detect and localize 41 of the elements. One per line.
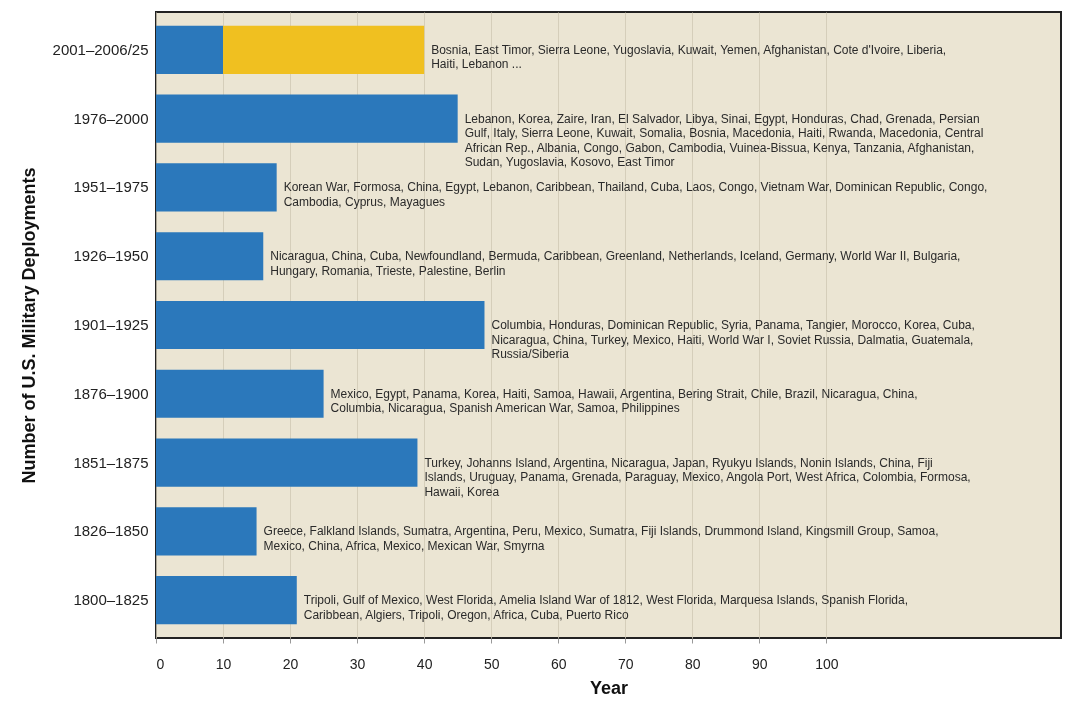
- bar: [156, 94, 458, 143]
- y-tick-label: 1800–1825: [73, 591, 149, 609]
- x-tick-label: 70: [617, 655, 634, 672]
- annotation: Turkey, Johanns Island, Argentina, Nicaragua, Japan, Ryukyu Islands, Nonin Islands, China, Fiji Islands, Uruguay, Panama, Grenada, Paraguay, Mexico, Angola Port, West Africa, Colombia, Formosa, Hawaii, Korea: [424, 455, 971, 499]
- bar: [156, 25, 224, 74]
- bar: [156, 438, 418, 487]
- x-tick-label: 100: [815, 655, 839, 672]
- annotation: Lebanon, Korea, Zaire, Iran, El Salvador, Libya, Sinai, Egypt, Honduras, Chad, Grenada, Persian Gulf, Italy, Sierra Leone, Kuwait, Somalia, Bosnia, Macedonia, Haiti, Rwanda, Macedonia, Central African Rep., Albania, Congo, Gabon, Cambodia, Vuinea-Bissua, Kenya, Tanzania, Afghanistan, Sudan, Yugoslavia, Kosovo, East Timor: [464, 111, 984, 170]
- x-tick-label: 20: [282, 655, 299, 672]
- bar: [156, 369, 324, 418]
- x-tick-label: 60: [550, 655, 567, 672]
- annotation: Korean War, Formosa, China, Egypt, Lebanon, Caribbean, Thailand, Cuba, Laos, Congo, Vietnam War, Dominican Republic, Congo, Cambodia, Cyprus, Mayagues: [283, 180, 988, 209]
- bar: [156, 163, 277, 212]
- bar: [156, 232, 264, 281]
- bar: [156, 576, 297, 625]
- y-axis-title: Number of U.S. Military Deployments: [18, 167, 39, 484]
- bar: [223, 25, 425, 74]
- annotation: Bosnia, East Timor, Sierra Leone, Yugoslavia, Kuwait, Yemen, Afghanistan, Cote d'Ivoire, Liberia, Haiti, Lebanon ...: [431, 42, 947, 72]
- annotation: Tripoli, Gulf of Mexico, West Florida, Amelia Island War of 1812, West Florida, Marquesa Islands, Spanish Florida, Caribbean, Algiers, Tripoli, Oregon, Africa, Cuba, Puerto Rico: [303, 593, 909, 622]
- y-tick-label: 1826–1850: [73, 522, 149, 540]
- x-tick-label: 90: [752, 655, 768, 672]
- x-tick-label: 80: [685, 655, 701, 672]
- x-tick-label: 40: [416, 655, 433, 672]
- bar: [156, 300, 485, 350]
- x-tick-label: 0: [156, 655, 165, 672]
- y-tick-label: 2001–2006/25: [52, 40, 149, 58]
- x-axis-title: Year: [589, 677, 629, 698]
- annotation: Nicaragua, China, Cuba, Newfoundland, Bermuda, Caribbean, Greenland, Netherlands, Iceland, Germany, World War II, Bulgaria, Hungary, Romania, Trieste, Palestine, Berlin: [270, 249, 961, 278]
- x-tick-label: 30: [349, 655, 366, 672]
- y-tick-label: 1926–1950: [73, 247, 149, 265]
- y-tick-label: 1876–1900: [73, 384, 149, 402]
- y-tick-label: 1901–1925: [73, 316, 149, 333]
- annotation: Columbia, Honduras, Dominican Republic, Syria, Panama, Tangier, Morocco, Korea, Cuba, Nicaragua, China, Turkey, Mexico, Haiti, World War I, Soviet Russia, Dalmatia, Guatemala, Russia/Siberia: [491, 318, 975, 361]
- annotation: Mexico, Egypt, Panama, Korea, Haiti, Samoa, Hawaii, Argentina, Bering Strait, Chile, Brazil, Nicaragua, China, Columbia, Nicaragua, Spanish American War, Samoa, Philippines: [330, 386, 918, 416]
- x-tick-label: 50: [483, 655, 500, 672]
- x-tick-label: 10: [215, 655, 232, 672]
- y-tick-label: 1951–1975: [73, 178, 149, 196]
- bar: [156, 507, 257, 556]
- y-tick-label: 1851–1875: [73, 453, 149, 471]
- y-tick-label: 1976–2000: [73, 109, 149, 127]
- annotation: Greece, Falkland Islands, Sumatra, Argentina, Peru, Mexico, Sumatra, Fiji Islands, Drummond Island, Kingsmill Group, Samoa, Mexico, China, Africa, Mexico, Mexican War, Smyrna: [263, 524, 939, 553]
